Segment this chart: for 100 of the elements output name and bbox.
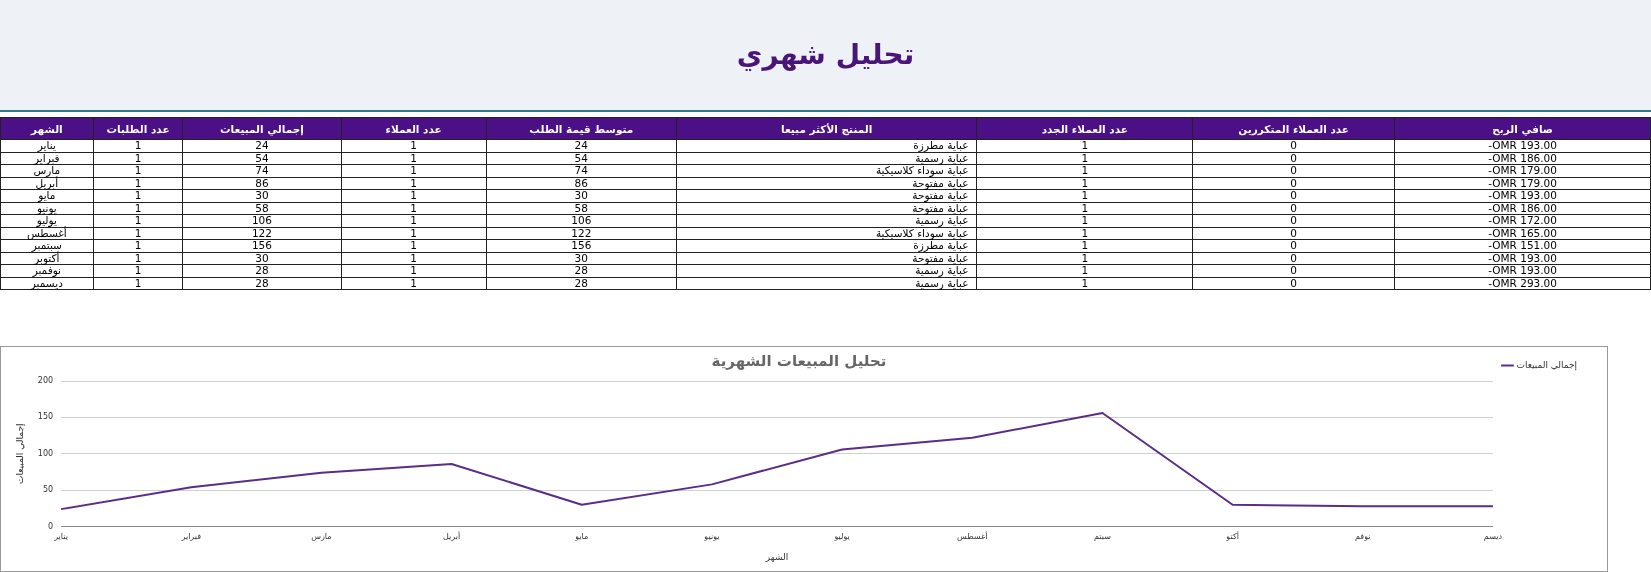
data-label: -OMR 193.00 bbox=[1394, 264, 1651, 277]
category-label: مارس bbox=[0, 164, 94, 177]
x-tick-label: يونيو bbox=[703, 532, 720, 542]
data-label: 1 bbox=[341, 226, 487, 240]
data-label: عباية مفتوحة bbox=[676, 176, 977, 190]
data-label: -OMR 165.00 bbox=[1394, 226, 1651, 240]
data-label: 1 bbox=[93, 164, 183, 177]
data-label: 1 bbox=[976, 276, 1193, 290]
text: عدد العملاء الجدد bbox=[976, 117, 1193, 140]
data-label: 86 bbox=[182, 176, 342, 190]
data-label: 1 bbox=[976, 164, 1193, 177]
data-label: 1 bbox=[341, 214, 487, 227]
data-label: 122 bbox=[182, 226, 342, 240]
data-label: عباية مطرزة bbox=[676, 239, 977, 252]
data-label: عباية مفتوحة bbox=[676, 189, 977, 202]
y-axis-title: إجمالي المبيعات bbox=[14, 423, 26, 485]
data-label: -OMR 179.00 bbox=[1394, 164, 1651, 177]
data-label: 1 bbox=[341, 276, 487, 290]
data-label: 1 bbox=[976, 139, 1193, 152]
y-tick-label: 200 bbox=[37, 376, 54, 386]
category-label: يونيو bbox=[0, 201, 94, 215]
data-label: 1 bbox=[341, 264, 487, 277]
x-tick-label: سبتم bbox=[1094, 532, 1112, 542]
data-label: عباية رسمية bbox=[676, 264, 977, 277]
data-label: 28 bbox=[486, 276, 677, 290]
x-tick-label: يناير bbox=[53, 532, 68, 542]
data-label: 1 bbox=[976, 239, 1193, 252]
x-tick-label: أكتو bbox=[1225, 531, 1239, 542]
category-label: يناير bbox=[0, 139, 94, 152]
data-label: 0 bbox=[1192, 251, 1395, 265]
data-label: 74 bbox=[486, 164, 677, 177]
data-label: -OMR 151.00 bbox=[1394, 239, 1651, 252]
data-label: -OMR 193.00 bbox=[1394, 251, 1651, 265]
category-label: أكتوبر bbox=[0, 251, 94, 265]
data-label: 0 bbox=[1192, 226, 1395, 240]
text: عدد العملاء bbox=[341, 117, 487, 140]
data-label: عباية رسمية bbox=[676, 214, 977, 227]
data-label: 1 bbox=[93, 239, 183, 252]
data-label: 1 bbox=[93, 226, 183, 240]
data-label: 1 bbox=[93, 201, 183, 215]
data-label: 86 bbox=[486, 176, 677, 190]
data-label: 0 bbox=[1192, 214, 1395, 227]
data-label: 0 bbox=[1192, 139, 1395, 152]
data-label: 0 bbox=[1192, 201, 1395, 215]
data-label: عباية سوداء كلاسيكية bbox=[676, 164, 977, 177]
x-tick-label: مايو bbox=[574, 532, 589, 542]
x-tick-label: أبريل bbox=[443, 531, 461, 542]
x-tick-label: أغسطس bbox=[957, 531, 988, 542]
category-label: ديسمبر bbox=[0, 276, 94, 290]
data-label: 28 bbox=[486, 264, 677, 277]
y-tick-label: 50 bbox=[42, 485, 54, 495]
data-label: 1 bbox=[976, 151, 1193, 165]
data-label: 1 bbox=[93, 264, 183, 277]
x-tick-label: نوفم bbox=[1355, 532, 1371, 542]
data-label: 1 bbox=[976, 264, 1193, 277]
y-tick-label: 150 bbox=[37, 412, 54, 422]
data-label: عباية رسمية bbox=[676, 276, 977, 290]
data-label: 24 bbox=[182, 139, 342, 152]
category-label: سبتمبر bbox=[0, 239, 94, 252]
text: المنتج الأكثر مبيعا bbox=[676, 117, 977, 140]
data-label: 74 bbox=[182, 164, 342, 177]
data-label: 1 bbox=[976, 189, 1193, 202]
data-label: 1 bbox=[93, 276, 183, 290]
data-label: 0 bbox=[1192, 239, 1395, 252]
category-label: أغسطس bbox=[0, 226, 94, 240]
data-label: 30 bbox=[486, 251, 677, 265]
data-label: 1 bbox=[341, 251, 487, 265]
data-label: 1 bbox=[93, 139, 183, 152]
category-label: مايو bbox=[0, 189, 94, 202]
data-label: 1 bbox=[976, 226, 1193, 240]
x-tick-label: فبراير bbox=[180, 532, 202, 542]
y-tick-label: 0 bbox=[47, 521, 54, 531]
data-label: 1 bbox=[341, 176, 487, 190]
data-label: عباية سوداء كلاسيكية bbox=[676, 226, 977, 240]
data-label: 0 bbox=[1192, 164, 1395, 177]
data-label: 28 bbox=[182, 276, 342, 290]
chart-title: تحليل المبيعات الشهرية bbox=[711, 351, 887, 370]
data-label: -OMR 186.00 bbox=[1394, 151, 1651, 165]
data-label: 1 bbox=[93, 176, 183, 190]
data-label: 54 bbox=[486, 151, 677, 165]
category-label: فبراير bbox=[0, 151, 94, 165]
data-label: 54 bbox=[182, 151, 342, 165]
x-tick-label: ديسم bbox=[1483, 532, 1503, 542]
y-tick-label: 100 bbox=[37, 448, 54, 458]
legend-label: إجمالي المبيعات bbox=[1516, 359, 1578, 371]
category-label: أبريل bbox=[0, 176, 94, 190]
x-tick-label: يوليو bbox=[833, 532, 850, 542]
data-label: 1 bbox=[976, 251, 1193, 265]
data-label: 28 bbox=[182, 264, 342, 277]
x-axis-title: الشهر bbox=[764, 551, 789, 562]
text: تحليل شهري bbox=[735, 38, 916, 71]
data-label: 156 bbox=[182, 239, 342, 252]
data-label: -OMR 293.00 bbox=[1394, 276, 1651, 290]
data-label: 1 bbox=[341, 151, 487, 165]
data-label: 0 bbox=[1192, 264, 1395, 277]
data-label: 106 bbox=[182, 214, 342, 227]
data-label: 0 bbox=[1192, 189, 1395, 202]
data-label: 30 bbox=[182, 189, 342, 202]
text: صافي الربح bbox=[1394, 117, 1651, 140]
data-label: -OMR 193.00 bbox=[1394, 189, 1651, 202]
